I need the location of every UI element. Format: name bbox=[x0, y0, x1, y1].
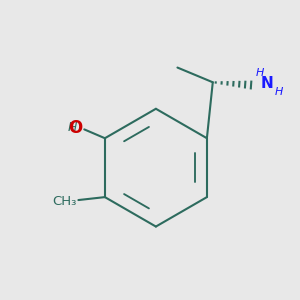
Text: H: H bbox=[274, 87, 283, 97]
Text: N: N bbox=[261, 76, 274, 91]
Text: O: O bbox=[68, 118, 82, 136]
Text: H: H bbox=[68, 121, 77, 134]
Text: CH₃: CH₃ bbox=[52, 195, 77, 208]
Text: H: H bbox=[256, 68, 264, 78]
